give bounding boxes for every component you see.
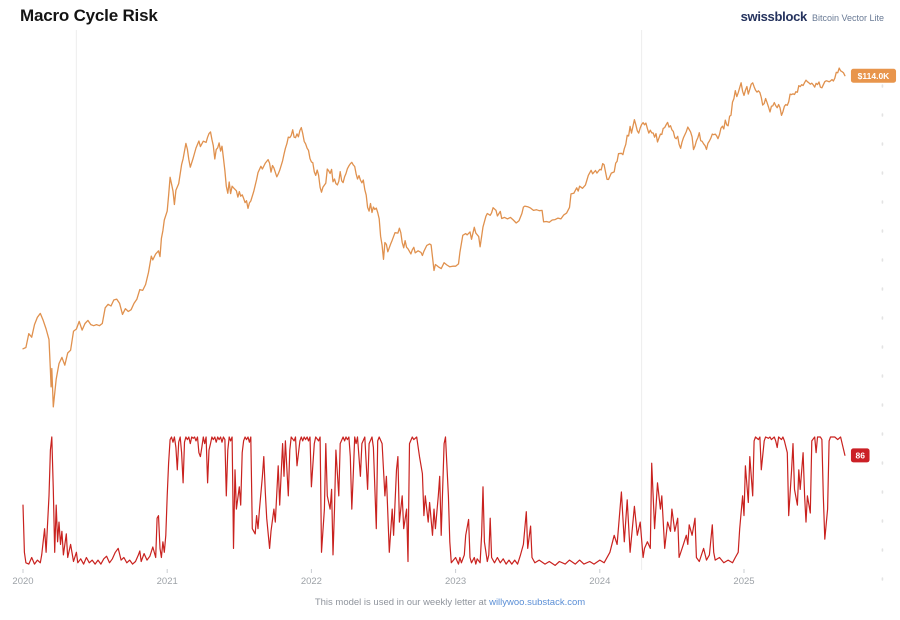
brand-product-name: Bitcoin Vector Lite	[811, 13, 884, 23]
btc-price-end-label	[850, 68, 897, 83]
page-title: Macro Cycle Risk	[20, 6, 158, 25]
x-axis-year-label: 2024	[589, 576, 610, 587]
brand-logo: swissblock Bitcoin Vector Lite	[741, 9, 884, 24]
macro-risk-end-label	[850, 448, 870, 463]
x-axis-year-label: 2023	[445, 576, 466, 587]
btc-price-line	[22, 67, 846, 408]
substack-link[interactable]: willywoo.substack.com	[489, 597, 586, 608]
x-axis-year-label: 2025	[733, 576, 754, 587]
x-axis-year-label: 2021	[157, 576, 178, 587]
footer-note: This model is used in our weekly letter …	[0, 597, 900, 608]
macro-risk-line	[22, 436, 846, 567]
macro-risk-end-label-text: 86	[856, 451, 866, 461]
btc-price-end-label-text: $114.0K	[858, 71, 891, 81]
footer-text: This model is used in our weekly letter …	[314, 597, 490, 608]
x-axis-year-label: 2022	[301, 576, 322, 587]
swissblock-wordmark: swissblock	[740, 9, 808, 24]
x-axis-year-label: 2020	[12, 576, 33, 587]
